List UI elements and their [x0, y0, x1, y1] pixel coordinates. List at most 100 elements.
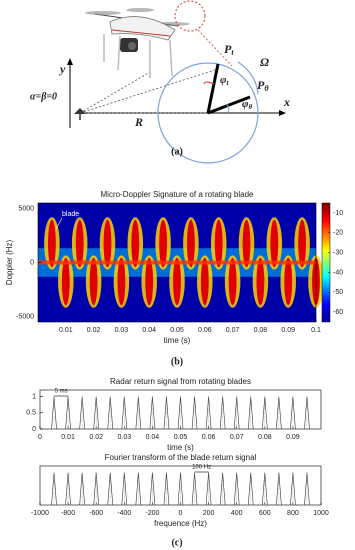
plot-frame [39, 389, 322, 430]
x-tick-label: 0.08 [254, 327, 268, 334]
colorbar-tick-label: -10 [333, 210, 343, 217]
y-tick-label: 0 [32, 426, 36, 433]
x-tick-label: 0.09 [281, 327, 295, 334]
x-tick-label: 0.05 [174, 434, 188, 441]
spectrogram-texture [242, 219, 251, 268]
x-tick-label: 400 [231, 510, 243, 517]
colorbar-tick-label: -60 [333, 309, 343, 316]
y-tick-label: 0 [30, 259, 34, 266]
rotation-circle [157, 62, 259, 164]
x-axis-label: x [283, 95, 290, 109]
spectrogram-texture [228, 257, 237, 306]
spectrogram-texture [103, 219, 112, 268]
x-axis-label: time (s) [167, 443, 194, 452]
sight-line [79, 71, 151, 114]
phit-label: φt [220, 74, 229, 87]
colorbar-tick-label: -20 [333, 230, 343, 237]
highlight-circle [174, 0, 206, 32]
angle-arc [203, 81, 215, 85]
x-tick-label: 0.02 [89, 434, 103, 441]
spectrogram-texture [131, 219, 140, 268]
rotation-arrow [237, 61, 259, 95]
colorbar-tick-label: -50 [333, 289, 343, 296]
pt-label: Pt [224, 42, 234, 57]
label-base: P [257, 78, 265, 92]
colorbar-tick-label: -40 [333, 269, 343, 276]
x-tick-label: 0.07 [226, 327, 240, 334]
spectrogram-texture [117, 257, 126, 306]
x-tick-label: 0.1 [311, 327, 321, 334]
spectrogram-texture [89, 257, 98, 306]
x-tick-label: -200 [145, 510, 159, 517]
sight-line [79, 69, 216, 114]
label-base: φ [220, 74, 227, 86]
angle-arc [225, 103, 230, 114]
x-tick-label: 0.05 [170, 327, 184, 334]
x-tick-label: 800 [287, 510, 299, 517]
x-axis-label: frequence (Hz) [154, 519, 207, 528]
x-tick-label: 0.07 [230, 434, 244, 441]
y-tick-label: 1 [32, 393, 36, 400]
x-tick-label: 0.09 [286, 434, 300, 441]
spectrogram-texture [61, 257, 70, 306]
spectrogram-texture [284, 257, 293, 306]
colorbar-tick-label: -30 [333, 249, 343, 256]
label-sub: t [231, 48, 234, 57]
omega-label: Ω [260, 55, 269, 69]
arrowhead [279, 110, 286, 116]
label-sub: t [226, 79, 229, 87]
y-axis-label: Doppler (Hz) [5, 239, 14, 285]
x-tick-label: -1000 [31, 510, 49, 517]
annotation-arrow [55, 217, 63, 230]
y-tick-label: -5000 [16, 313, 34, 320]
diagram: y x α=β=0 R Pt Ω Pθ φt φθ [30, 0, 290, 164]
x-tick-label: 0 [38, 434, 42, 441]
blade [206, 63, 220, 114]
spectrogram-texture [48, 219, 56, 268]
annotation: 5 ms [55, 389, 68, 395]
x-tick-label: -400 [117, 510, 131, 517]
chart-title: Fourier transform of the blade return si… [105, 453, 257, 462]
chart-title: Micro-Doppler Signature of a rotating bl… [101, 190, 255, 199]
chart-title: Radar return signal from rotating blades [110, 377, 251, 386]
arrowhead [67, 58, 73, 65]
spectrogram-texture [159, 219, 167, 268]
plot-frame [39, 465, 322, 506]
x-tick-label: 0.04 [146, 434, 160, 441]
spectrogram-texture [270, 219, 279, 268]
x-tick-label: 0.03 [115, 327, 129, 334]
spectrogram-texture [214, 219, 223, 268]
x-tick-label: 0.06 [202, 434, 216, 441]
x-tick-label: 0.04 [142, 327, 156, 334]
x-tick-label: 0.01 [59, 327, 73, 334]
blade [207, 95, 251, 115]
spectrogram-texture [75, 219, 84, 268]
y-tick-label: 5000 [18, 205, 34, 212]
phitheta-label: φθ [242, 98, 252, 111]
annotation: 100 Hz [192, 465, 211, 471]
spectrogram-texture [200, 257, 209, 306]
x-tick-label: 0.01 [61, 434, 75, 441]
x-tick-label: -600 [89, 510, 103, 517]
spectrogram-texture [256, 257, 265, 306]
spectrogram-texture [298, 219, 306, 268]
spectrogram-texture [38, 260, 316, 265]
x-tick-label: 0.03 [117, 434, 131, 441]
spectrogram-texture [145, 257, 154, 306]
spectrogram-texture [187, 219, 195, 268]
caption: (a) [171, 146, 183, 157]
annotation: blade [62, 211, 79, 218]
radar-icon [74, 108, 86, 120]
label-sub: θ [248, 103, 252, 111]
y-axis-label: y [58, 62, 66, 76]
label-base: P [224, 42, 232, 56]
x-tick-label: 0.02 [87, 327, 101, 334]
ptheta-label: Pθ [257, 78, 269, 93]
caption: (c) [171, 537, 182, 548]
caption: (b) [171, 356, 183, 367]
range-label: R [134, 115, 143, 129]
drone [85, 8, 190, 78]
angle-label: α=β=0 [30, 91, 57, 102]
y-tick-label: 0.5 [26, 410, 36, 417]
